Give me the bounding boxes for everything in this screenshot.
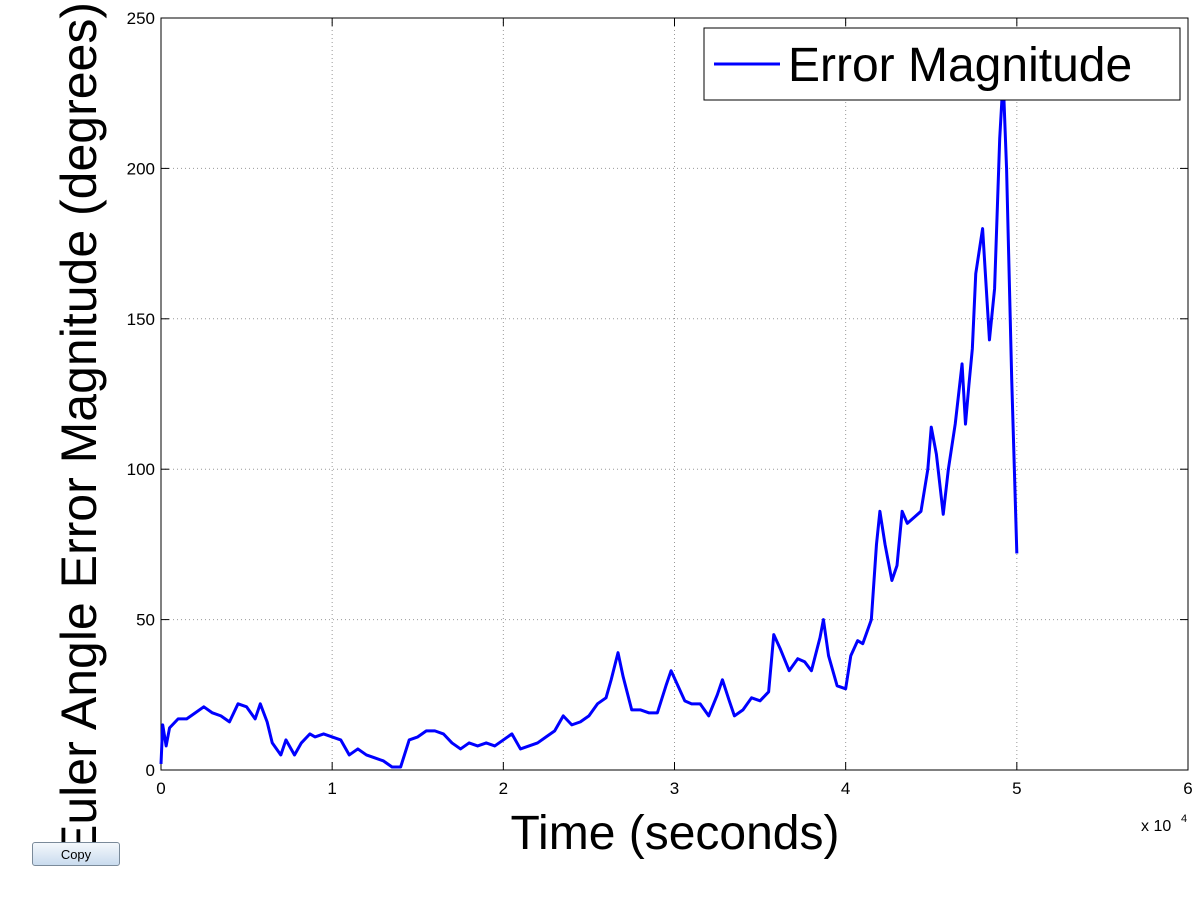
x-tick-label: 4 — [841, 779, 850, 798]
x-tick-label: 2 — [499, 779, 508, 798]
x-tick-label: 3 — [670, 779, 679, 798]
y-tick-label: 250 — [127, 9, 155, 28]
legend-box — [703, 27, 1181, 101]
y-tick-label: 100 — [127, 460, 155, 479]
y-tick-label: 150 — [127, 310, 155, 329]
x-axis-label: Time (seconds) — [511, 807, 840, 860]
x-tick-label: 6 — [1183, 779, 1192, 798]
y-tick-label: 0 — [146, 761, 155, 780]
x-tick-label: 0 — [156, 779, 165, 798]
x-tick-label: 5 — [1012, 779, 1021, 798]
data-line — [159, 76, 1019, 769]
x-exponent: 4 — [1181, 813, 1187, 825]
y-tick-label: 200 — [127, 159, 155, 178]
copy-button[interactable]: Copy — [32, 842, 120, 866]
y-tick-label: 50 — [136, 611, 155, 630]
plot-frame — [160, 17, 1189, 771]
legend-label: Error Magnitude — [788, 39, 1132, 92]
x-tick-label: 1 — [327, 779, 336, 798]
x-multiplier: x 10 — [1141, 818, 1171, 835]
y-axis-label: Euler Angle Error Magnitude (degrees) — [51, 2, 107, 858]
